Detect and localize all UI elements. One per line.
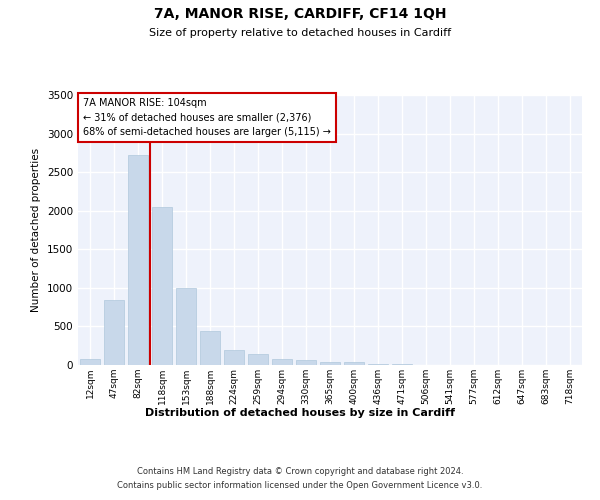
Text: Contains public sector information licensed under the Open Government Licence v3: Contains public sector information licen… bbox=[118, 481, 482, 490]
Bar bbox=[248, 354, 268, 365]
Text: 7A, MANOR RISE, CARDIFF, CF14 1QH: 7A, MANOR RISE, CARDIFF, CF14 1QH bbox=[154, 8, 446, 22]
Bar bbox=[176, 288, 196, 365]
Bar bbox=[392, 364, 412, 365]
Text: Contains HM Land Registry data © Crown copyright and database right 2024.: Contains HM Land Registry data © Crown c… bbox=[137, 468, 463, 476]
Y-axis label: Number of detached properties: Number of detached properties bbox=[31, 148, 41, 312]
Bar bbox=[104, 300, 124, 365]
Bar bbox=[80, 359, 100, 365]
Text: Size of property relative to detached houses in Cardiff: Size of property relative to detached ho… bbox=[149, 28, 451, 38]
Bar bbox=[224, 350, 244, 365]
Text: Distribution of detached houses by size in Cardiff: Distribution of detached houses by size … bbox=[145, 408, 455, 418]
Bar bbox=[200, 331, 220, 365]
Bar bbox=[128, 155, 148, 365]
Text: 7A MANOR RISE: 104sqm
← 31% of detached houses are smaller (2,376)
68% of semi-d: 7A MANOR RISE: 104sqm ← 31% of detached … bbox=[83, 98, 331, 138]
Bar bbox=[320, 362, 340, 365]
Bar bbox=[296, 360, 316, 365]
Bar bbox=[368, 364, 388, 365]
Bar bbox=[344, 362, 364, 365]
Bar bbox=[272, 359, 292, 365]
Bar bbox=[152, 207, 172, 365]
